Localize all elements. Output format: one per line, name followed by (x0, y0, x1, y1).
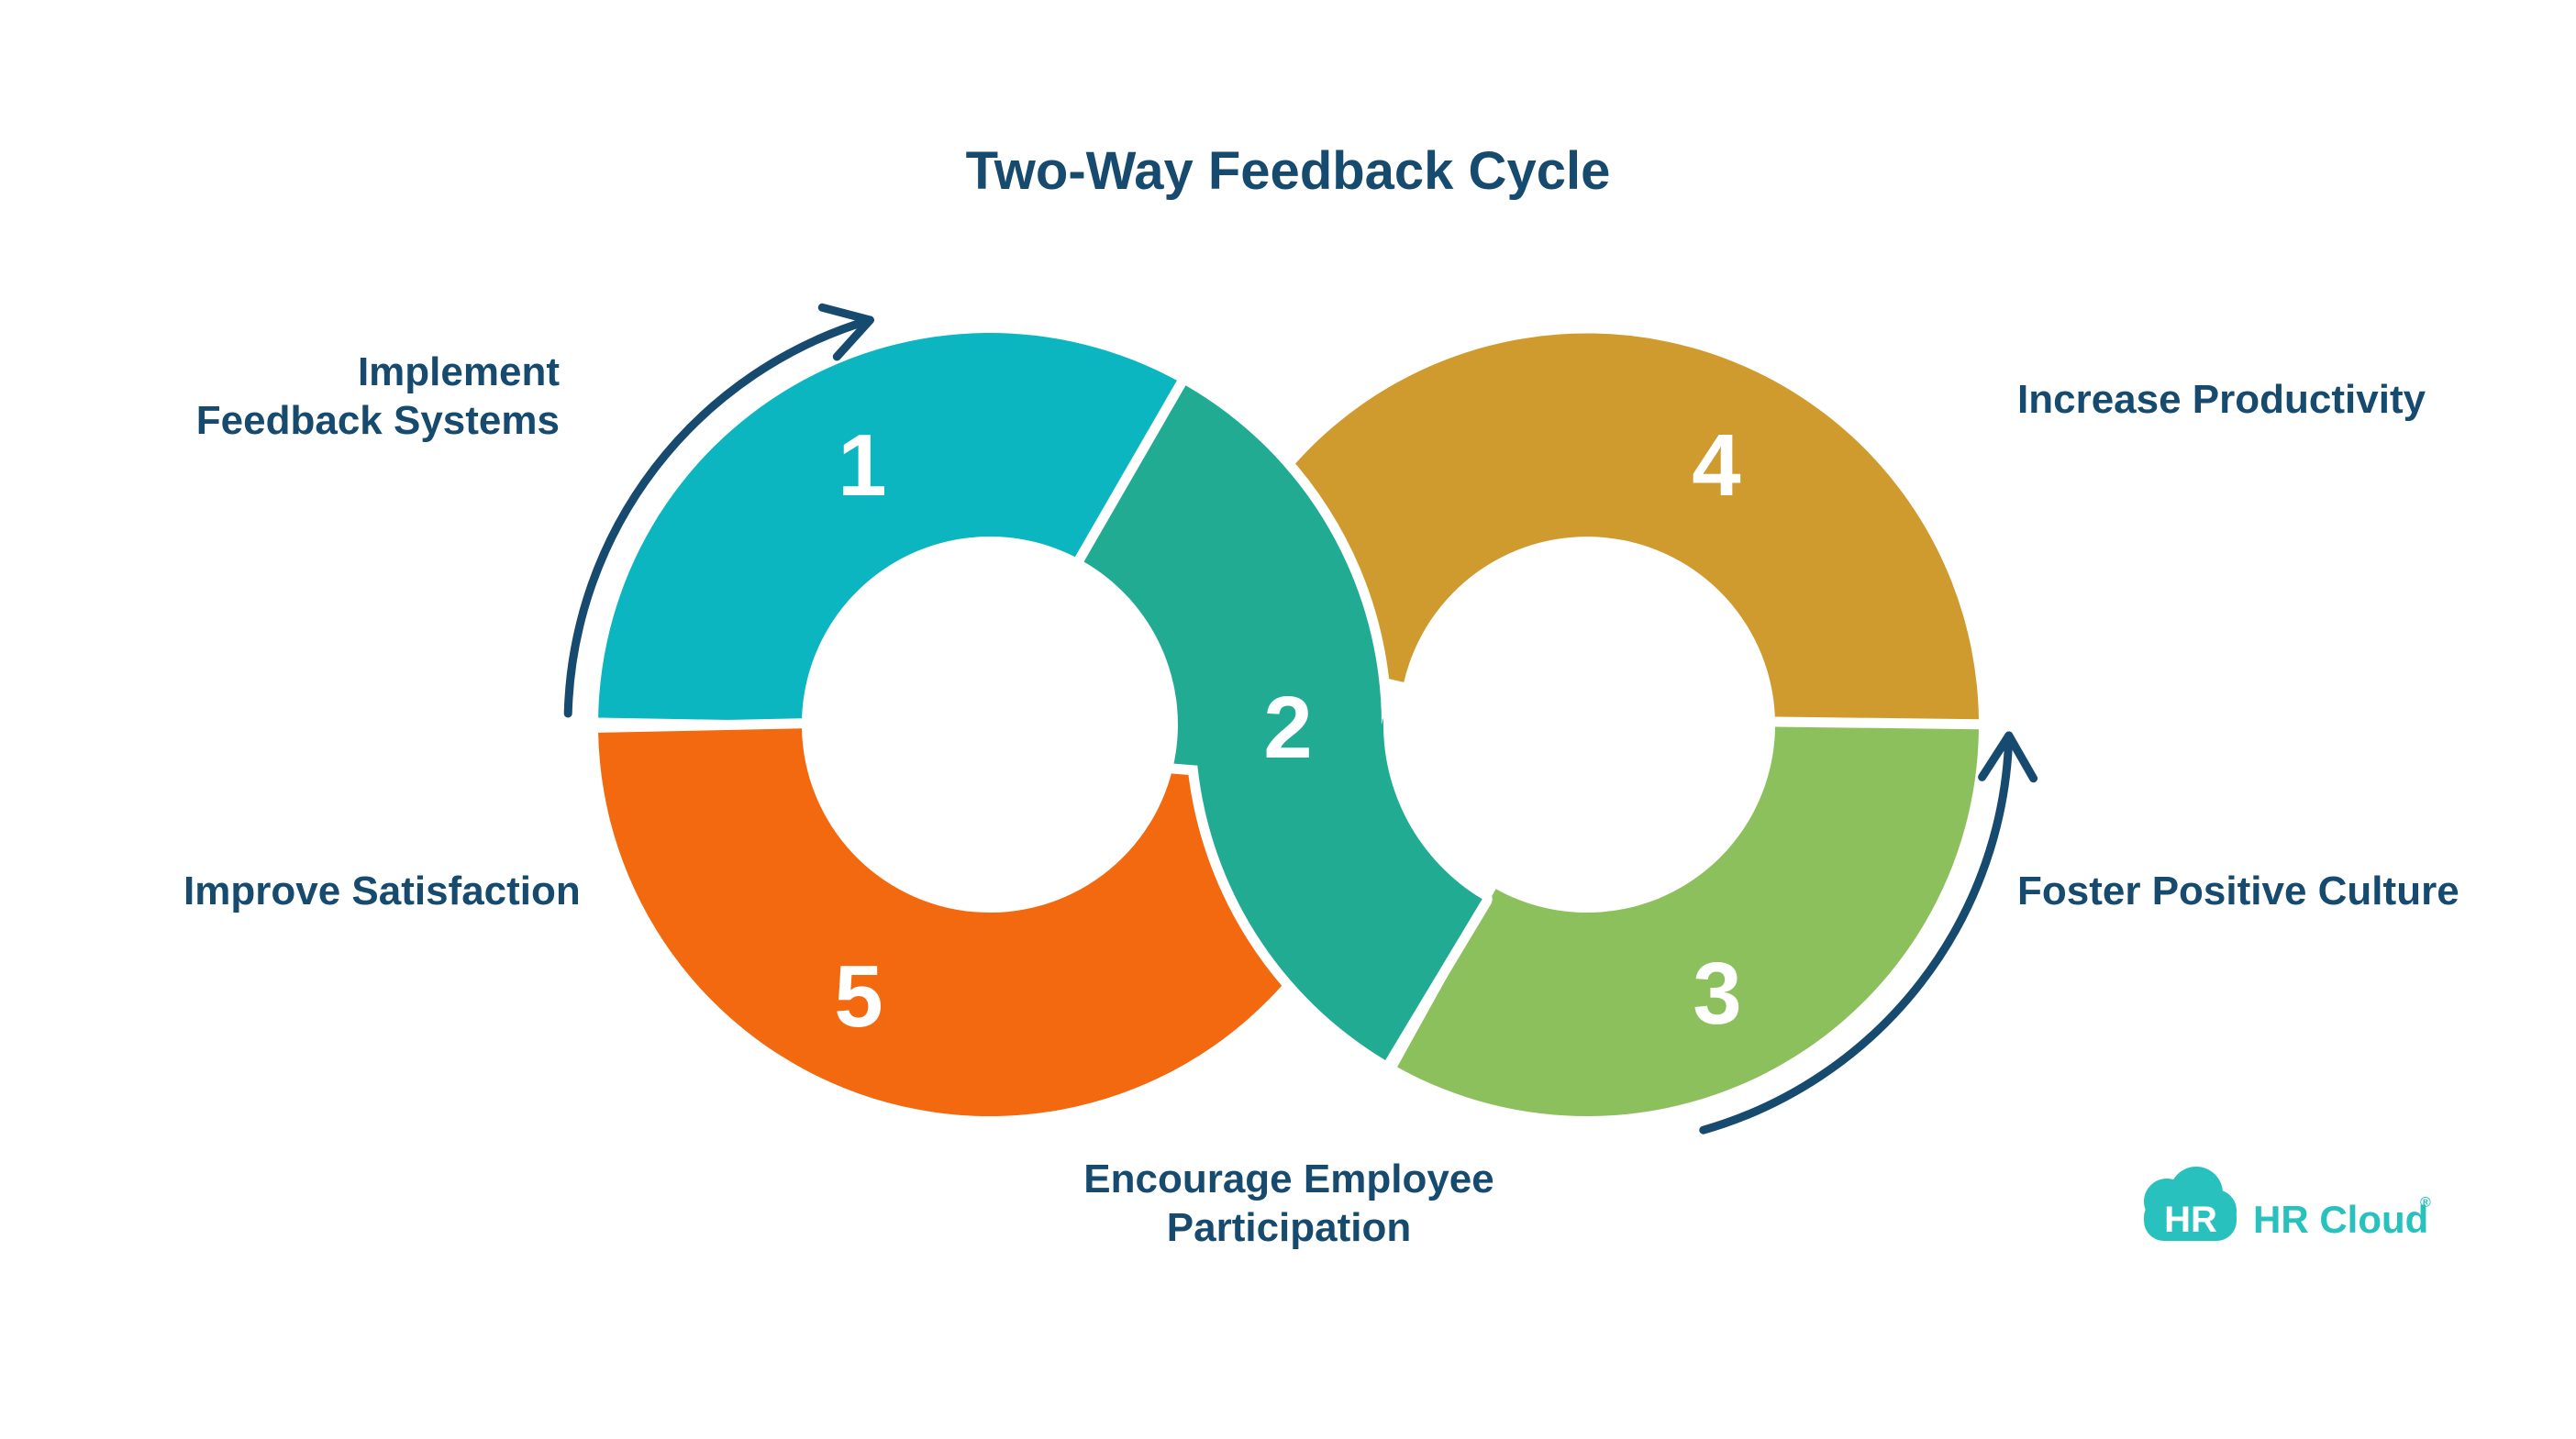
label-implement-feedback-systems: Implement Feedback Systems (195, 349, 560, 443)
page-title: Two-Way Feedback Cycle (965, 141, 1611, 201)
segment-3-foster-positive-culture (1387, 716, 1989, 1127)
segment-5-improve-satisfaction (588, 718, 1299, 1126)
logo-wordmark: HR Cloud (2253, 1198, 2428, 1241)
segment-4-increase-productivity (1195, 323, 1989, 733)
step-number-4: 4 (1692, 416, 1740, 515)
cycle-arrow-top-left-icon (563, 303, 874, 718)
step-number-2: 2 (1263, 679, 1312, 777)
step-number-3: 3 (1693, 945, 1741, 1043)
segment-1-implement-feedback (588, 323, 1189, 732)
label-increase-productivity: Increase Productivity (2017, 377, 2426, 422)
cloud-icon (2144, 1167, 2237, 1241)
cycle-arrow-bottom-right-icon (1699, 731, 2038, 1135)
label-improve-satisfaction: Improve Satisfaction (183, 869, 581, 913)
step-number-1: 1 (838, 416, 886, 515)
label-encourage-employee-participation: Encourage Employee Participation (1083, 1157, 1494, 1250)
logo-registered-mark: ® (2420, 1195, 2431, 1211)
step-number-5: 5 (834, 947, 883, 1046)
hr-cloud-logo: HR HR Cloud ® (2144, 1167, 2431, 1241)
label-foster-positive-culture: Foster Positive Culture (2017, 869, 2459, 913)
logo-hr-monogram: HR (2164, 1200, 2217, 1240)
segment-2-encourage-participation (1073, 375, 1493, 1070)
